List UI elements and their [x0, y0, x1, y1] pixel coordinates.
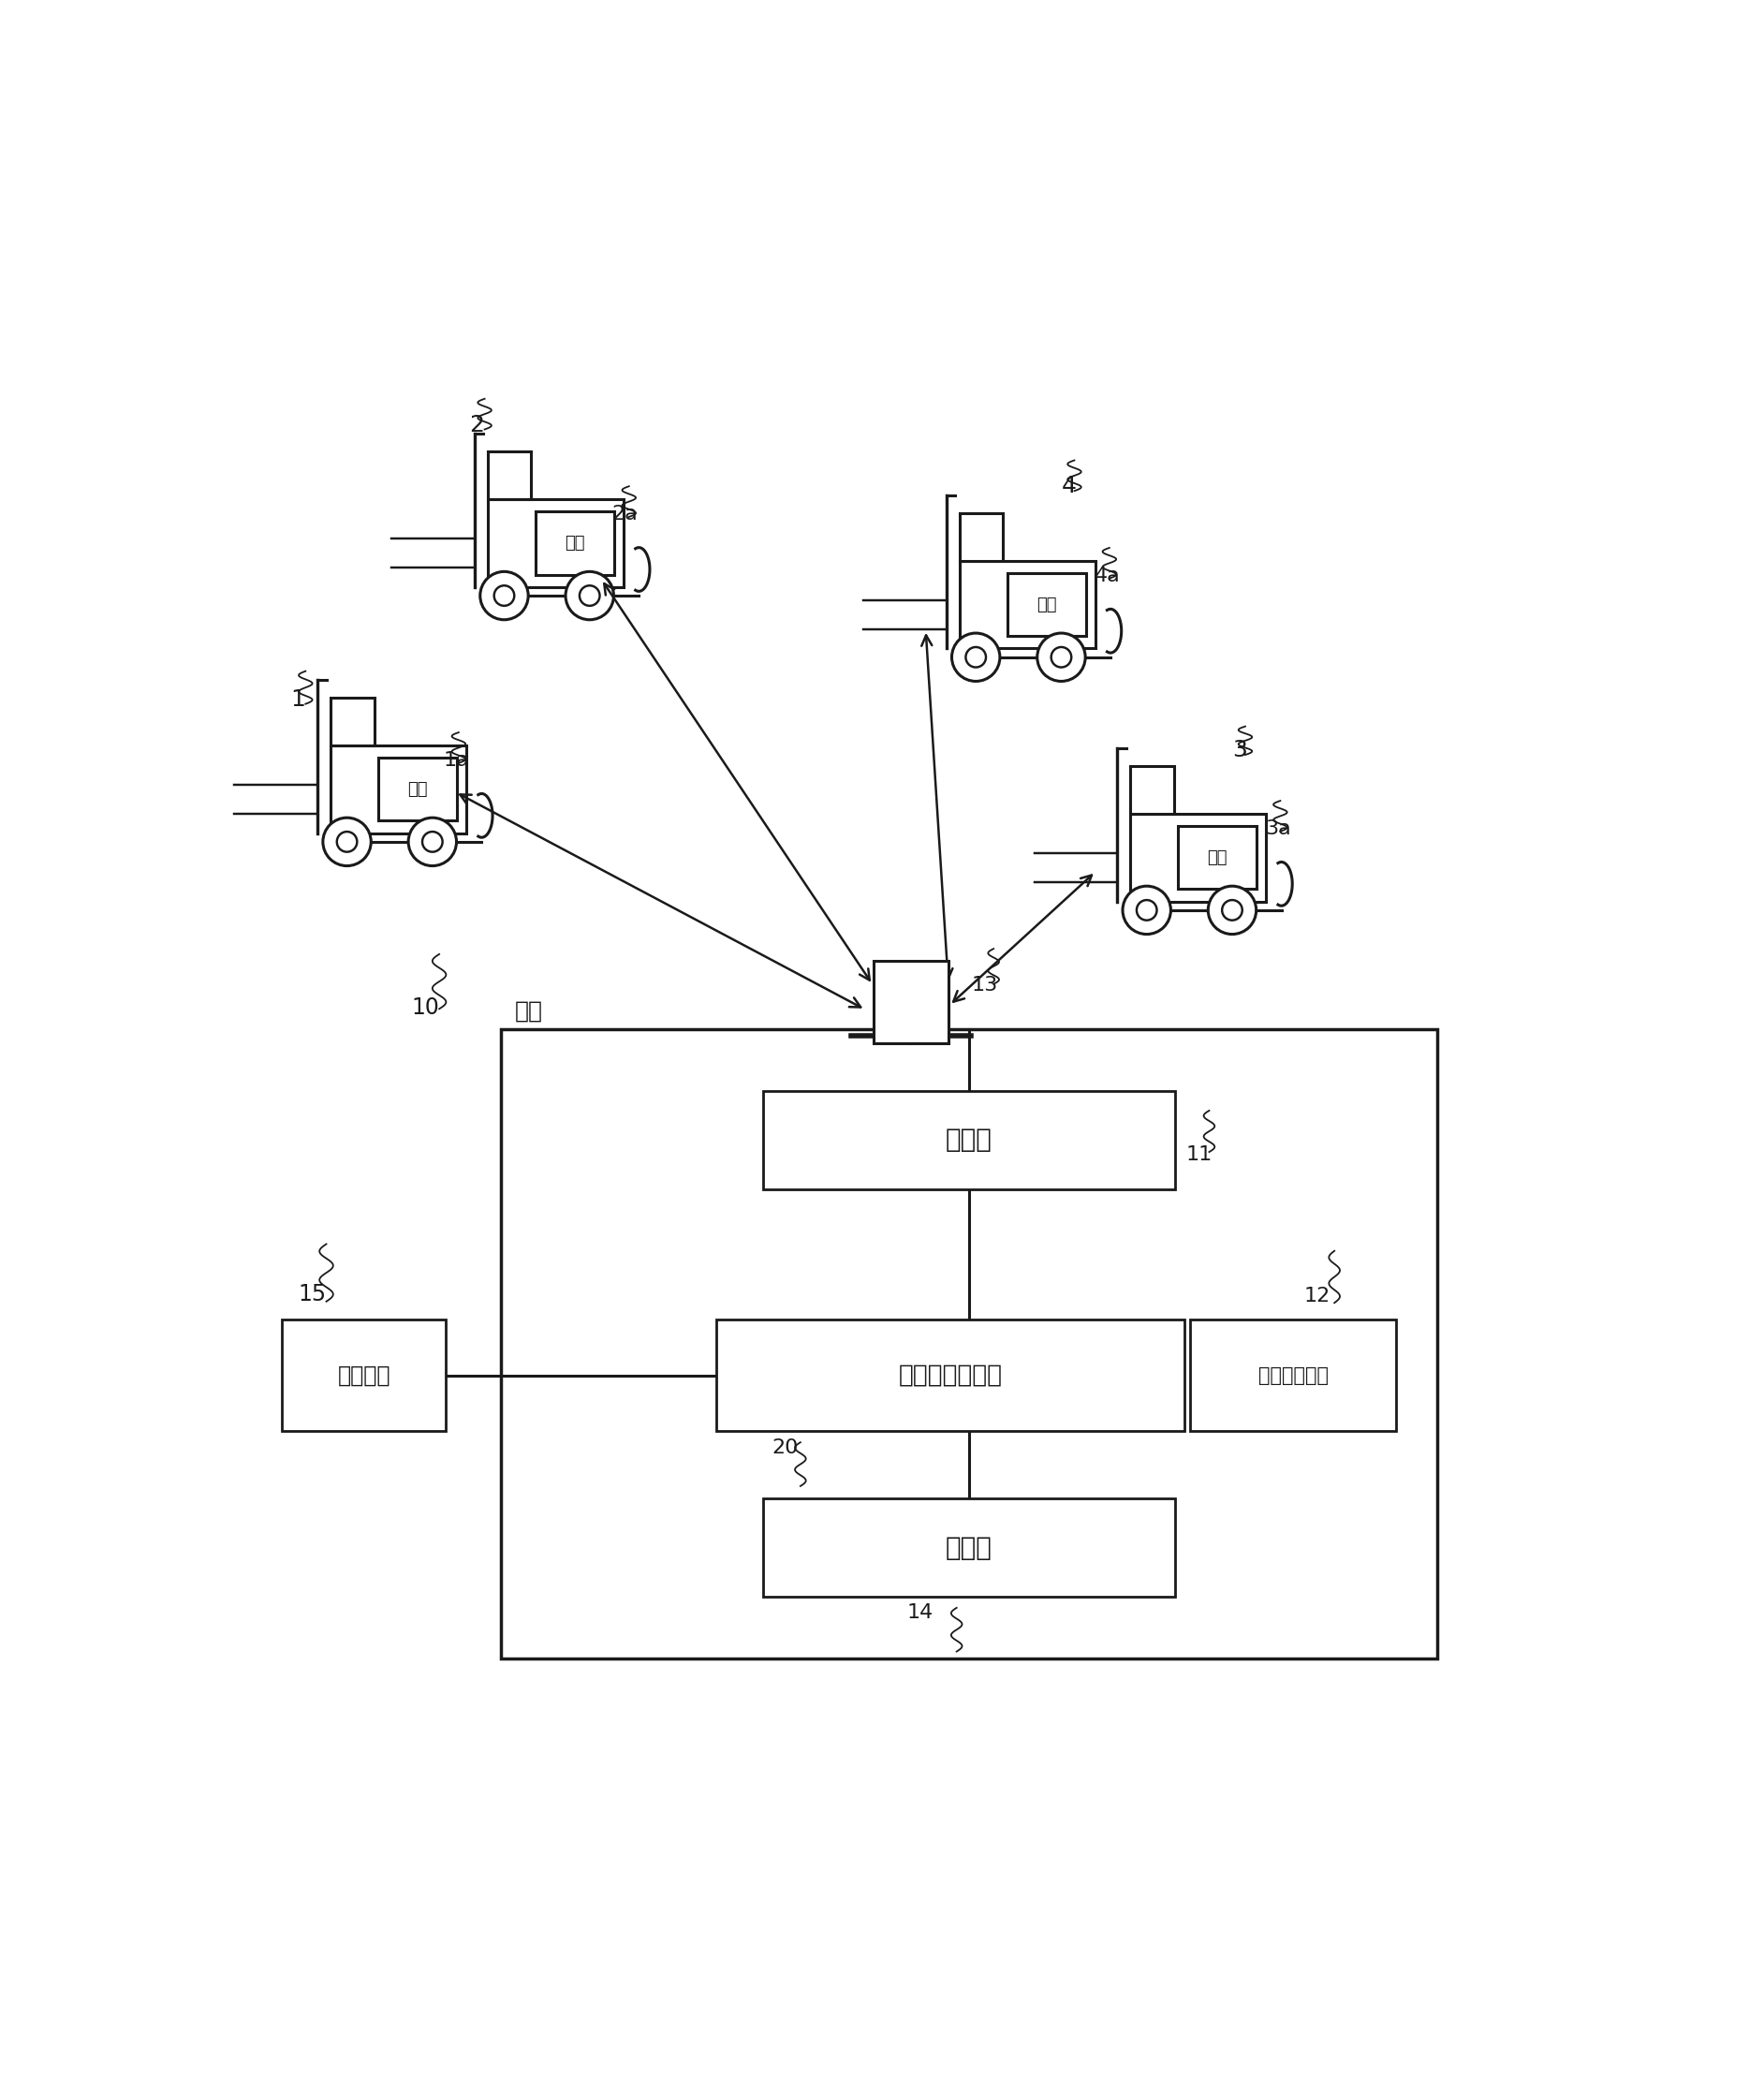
- Circle shape: [480, 572, 527, 620]
- Text: 电池: 电池: [1035, 597, 1057, 613]
- Bar: [960, 561, 1095, 649]
- Bar: [534, 511, 614, 574]
- Bar: [1007, 574, 1085, 636]
- Text: 2a: 2a: [612, 505, 637, 524]
- Text: 13: 13: [970, 977, 997, 996]
- Text: 蓄电池充电器: 蓄电池充电器: [1258, 1366, 1328, 1385]
- Bar: [377, 757, 457, 821]
- Text: 电池: 电池: [564, 534, 584, 551]
- Bar: [489, 499, 623, 586]
- Circle shape: [323, 817, 370, 865]
- Text: 12: 12: [1304, 1287, 1330, 1306]
- Bar: [501, 1029, 1438, 1659]
- Text: 1: 1: [291, 688, 305, 711]
- Text: 2: 2: [469, 414, 485, 437]
- Circle shape: [566, 572, 614, 620]
- Text: 4a: 4a: [1094, 565, 1120, 584]
- Text: 11: 11: [1185, 1146, 1212, 1164]
- Circle shape: [1122, 886, 1171, 933]
- Circle shape: [1136, 900, 1157, 921]
- Circle shape: [580, 586, 600, 605]
- Text: 运转日程创建部: 运转日程创建部: [898, 1364, 1002, 1387]
- Text: 20: 20: [773, 1439, 799, 1457]
- Text: 14: 14: [907, 1603, 933, 1622]
- Text: 10: 10: [411, 996, 439, 1019]
- Text: 显示部: 显示部: [946, 1534, 993, 1561]
- Text: 电池: 电池: [1207, 848, 1228, 867]
- Text: 15: 15: [298, 1283, 326, 1306]
- Text: 基站: 基站: [515, 1000, 543, 1023]
- Text: 1a: 1a: [443, 751, 469, 769]
- Text: 3a: 3a: [1265, 819, 1291, 838]
- Bar: [764, 1499, 1175, 1597]
- Circle shape: [494, 586, 515, 605]
- Text: 4: 4: [1062, 474, 1076, 497]
- Bar: [330, 746, 466, 834]
- Circle shape: [407, 817, 457, 865]
- Circle shape: [1037, 634, 1085, 682]
- Text: 电池: 电池: [407, 782, 427, 798]
- Bar: [489, 451, 531, 499]
- Text: 输入单元: 输入单元: [337, 1364, 390, 1387]
- Circle shape: [1208, 886, 1256, 933]
- Circle shape: [953, 634, 1000, 682]
- Bar: [330, 696, 374, 746]
- Bar: [1178, 825, 1256, 890]
- Bar: [1191, 1320, 1397, 1430]
- Circle shape: [965, 647, 986, 667]
- Circle shape: [422, 832, 443, 852]
- Circle shape: [1051, 647, 1071, 667]
- Bar: [960, 514, 1004, 561]
- Bar: [282, 1320, 446, 1430]
- Bar: [873, 960, 949, 1044]
- Text: 管理部: 管理部: [946, 1127, 993, 1154]
- Text: 3: 3: [1233, 738, 1247, 761]
- Bar: [764, 1091, 1175, 1189]
- Bar: [1131, 765, 1173, 813]
- Bar: [716, 1320, 1184, 1430]
- Circle shape: [1222, 900, 1242, 921]
- Circle shape: [337, 832, 356, 852]
- Bar: [1131, 813, 1267, 902]
